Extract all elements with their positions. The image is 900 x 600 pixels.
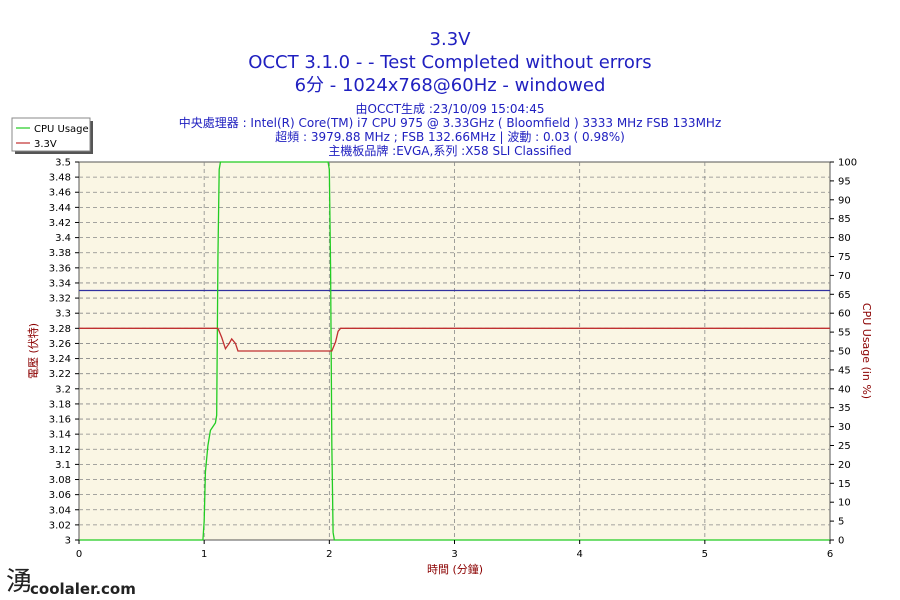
y-tick-label: 3.3 bbox=[55, 309, 71, 320]
info-line-generated: 由OCCT生成 :23/10/09 15:04:45 bbox=[356, 102, 545, 116]
watermark-logo-glyph: 湧 bbox=[6, 567, 32, 597]
y-axis-label: 電壓 (伏特) bbox=[26, 323, 40, 379]
y2-tick-label: 50 bbox=[838, 347, 851, 358]
y2-tick-label: 85 bbox=[838, 214, 851, 225]
x-tick-label: 5 bbox=[702, 549, 708, 560]
legend-label-3v3: 3.3V bbox=[34, 139, 57, 150]
y2-tick-label: 30 bbox=[838, 422, 851, 433]
y-tick-label: 3.44 bbox=[49, 203, 71, 214]
y2-axis-label: CPU Usage (in %) bbox=[860, 303, 873, 399]
y2-tick-label: 35 bbox=[838, 403, 851, 414]
y2-tick-label: 75 bbox=[838, 252, 851, 263]
y2-tick-label: 15 bbox=[838, 479, 851, 490]
y-tick-label: 3.32 bbox=[49, 294, 71, 305]
y-tick-label: 3.5 bbox=[55, 158, 71, 169]
y-tick-label: 3.1 bbox=[55, 460, 71, 471]
y-tick-label: 3.06 bbox=[49, 490, 71, 501]
y2-tick-label: 5 bbox=[838, 517, 844, 528]
y-tick-label: 3.38 bbox=[49, 248, 71, 259]
y-tick-label: 3.14 bbox=[49, 430, 71, 441]
y2-tick-label: 20 bbox=[838, 460, 851, 471]
y2-tick-label: 80 bbox=[838, 233, 851, 244]
y2-tick-label: 45 bbox=[838, 365, 851, 376]
y-tick-label: 3.18 bbox=[49, 399, 71, 410]
x-axis-ticks: 0 1 2 3 4 5 6 bbox=[76, 540, 833, 560]
series-line-3v3 bbox=[79, 327, 830, 352]
y-tick-label: 3.12 bbox=[49, 445, 71, 456]
watermark: 湧 coolaler.com bbox=[6, 567, 136, 598]
legend: CPU Usage 3.3V bbox=[11, 117, 93, 154]
y-tick-label: 3.2 bbox=[55, 384, 71, 395]
y-tick-label: 3.04 bbox=[49, 505, 71, 516]
y-tick-label: 3.24 bbox=[49, 354, 71, 365]
y2-axis-ticks: 0 5 10 15 20 25 30 35 40 45 50 55 60 65 70 75 80 85 90 95 10… bbox=[830, 158, 857, 547]
y-tick-label: 3.08 bbox=[49, 475, 71, 486]
y2-tick-label: 25 bbox=[838, 441, 851, 452]
y-tick-label: 3.48 bbox=[49, 173, 71, 184]
info-line-cpu: 中央處理器 : Intel(R) Core(TM) i7 CPU 975 @ 3… bbox=[179, 115, 722, 130]
info-line-overclock: 超頻 : 3979.88 MHz ; FSB 132.66MHz | 波動 : … bbox=[275, 129, 625, 144]
series-line-cpu-usage bbox=[79, 161, 830, 541]
y-tick-label: 3.22 bbox=[49, 369, 71, 380]
y-tick-label: 3.46 bbox=[49, 188, 71, 199]
y2-tick-label: 70 bbox=[838, 271, 851, 282]
y-tick-label: 3.4 bbox=[55, 233, 71, 244]
legend-label-cpu-usage: CPU Usage bbox=[34, 124, 89, 135]
x-tick-label: 4 bbox=[576, 549, 582, 560]
y-tick-label: 3.16 bbox=[49, 415, 71, 426]
chart-title: 3.3V bbox=[430, 29, 472, 50]
y2-tick-label: 10 bbox=[838, 498, 851, 509]
y2-tick-label: 40 bbox=[838, 384, 851, 395]
watermark-text: coolaler.com bbox=[30, 580, 136, 598]
x-tick-label: 2 bbox=[326, 549, 332, 560]
y-tick-label: 3.34 bbox=[49, 278, 71, 289]
y2-tick-label: 100 bbox=[838, 158, 857, 169]
x-tick-label: 0 bbox=[76, 549, 82, 560]
y-axis-ticks: 3 3.02 3.04 3.06 3.08 3.1 3.12 3.14 3.16 3.18 3.2 3… bbox=[49, 158, 79, 547]
y2-tick-label: 95 bbox=[838, 176, 851, 187]
y-tick-label: 3.36 bbox=[49, 263, 71, 274]
y-tick-label: 3 bbox=[65, 536, 71, 547]
y2-tick-label: 60 bbox=[838, 309, 851, 320]
x-tick-label: 6 bbox=[827, 549, 833, 560]
info-line-motherboard: 主機板品牌 :EVGA,系列 :X58 SLI Classified bbox=[328, 143, 571, 158]
chart-subtitle: OCCT 3.1.0 - - Test Completed without er… bbox=[248, 52, 651, 73]
chart-subtitle-2: 6分 - 1024x768@60Hz - windowed bbox=[295, 75, 606, 96]
x-tick-label: 3 bbox=[451, 549, 457, 560]
y2-tick-label: 90 bbox=[838, 195, 851, 206]
y-tick-label: 3.42 bbox=[49, 218, 71, 229]
series-lines bbox=[79, 161, 830, 541]
y2-tick-label: 0 bbox=[838, 536, 844, 547]
y2-tick-label: 55 bbox=[838, 328, 851, 339]
y2-tick-label: 65 bbox=[838, 290, 851, 301]
y-tick-label: 3.26 bbox=[49, 339, 71, 350]
x-tick-label: 1 bbox=[201, 549, 207, 560]
x-axis-label: 時間 (分鐘) bbox=[427, 562, 483, 576]
y-tick-label: 3.02 bbox=[49, 520, 71, 531]
y-tick-label: 3.28 bbox=[49, 324, 71, 335]
